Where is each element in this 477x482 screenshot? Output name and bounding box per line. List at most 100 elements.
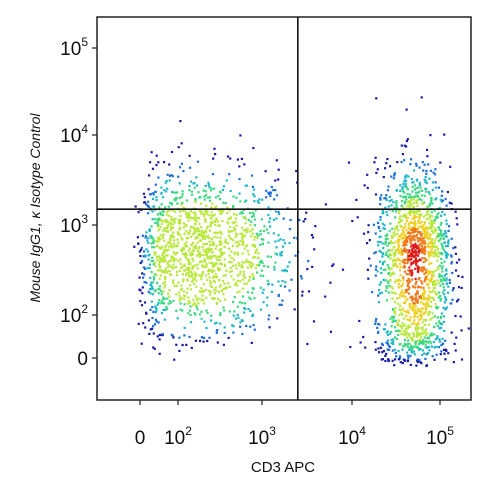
- event-dot: [409, 201, 412, 204]
- event-dot: [402, 183, 405, 186]
- event-dot: [424, 357, 427, 360]
- event-dot: [237, 279, 240, 282]
- event-dot: [428, 290, 431, 293]
- event-dot: [388, 230, 391, 233]
- event-dot: [445, 279, 448, 282]
- event-dot: [143, 273, 146, 276]
- event-dot: [195, 184, 199, 187]
- event-dot: [405, 228, 408, 232]
- event-dot: [253, 328, 256, 331]
- event-dot: [202, 189, 205, 192]
- event-dot: [170, 215, 173, 218]
- event-dot: [415, 215, 418, 218]
- event-dot: [167, 205, 170, 208]
- event-dot: [204, 243, 207, 246]
- event-dot: [427, 305, 430, 308]
- event-dot: [222, 343, 225, 346]
- event-dot: [180, 203, 183, 206]
- event-dot: [439, 278, 443, 281]
- event-dot: [379, 216, 382, 219]
- event-dot: [157, 223, 160, 226]
- event-dot: [205, 250, 208, 253]
- event-dot: [162, 296, 165, 299]
- event-dot: [430, 248, 433, 251]
- event-dot: [424, 323, 427, 326]
- event-dot: [168, 174, 172, 177]
- event-dot: [143, 201, 146, 204]
- event-dot: [182, 252, 185, 255]
- event-dot: [440, 194, 443, 197]
- event-dot: [241, 278, 245, 281]
- event-dot: [180, 297, 183, 300]
- event-dot: [241, 243, 244, 246]
- event-dot: [165, 244, 168, 247]
- event-dot: [152, 193, 155, 196]
- event-dot: [212, 242, 215, 245]
- event-dot: [253, 245, 256, 248]
- event-dot: [259, 243, 262, 246]
- event-dot: [279, 284, 282, 287]
- event-dot: [209, 319, 213, 322]
- event-dot: [414, 294, 417, 297]
- event-dot: [414, 345, 417, 348]
- event-dot: [192, 249, 195, 252]
- event-dot: [169, 228, 173, 231]
- event-dot: [458, 258, 461, 261]
- event-dot: [407, 339, 410, 342]
- event-dot: [431, 189, 434, 192]
- event-dot: [421, 245, 424, 248]
- event-dot: [408, 196, 411, 199]
- event-dot: [168, 245, 171, 248]
- event-dot: [441, 282, 445, 286]
- event-dot: [395, 204, 398, 207]
- event-dot: [413, 206, 416, 209]
- event-dot: [232, 278, 235, 281]
- event-dot: [257, 252, 260, 255]
- event-dot: [250, 261, 253, 264]
- event-dot: [427, 294, 430, 297]
- event-dot: [400, 234, 403, 237]
- event-dot: [137, 242, 140, 245]
- event-dot: [154, 311, 157, 314]
- event-dot: [196, 308, 199, 311]
- event-dot: [439, 232, 442, 235]
- event-dot: [223, 251, 226, 254]
- event-dot: [422, 286, 425, 289]
- event-dot: [399, 224, 402, 227]
- event-dot: [166, 220, 169, 223]
- event-dot: [439, 297, 442, 300]
- event-dot: [147, 319, 150, 322]
- event-dot: [406, 351, 409, 354]
- event-dot: [395, 200, 398, 203]
- event-dot: [256, 234, 260, 237]
- event-dot: [420, 238, 423, 241]
- event-dot: [432, 287, 435, 290]
- event-dot: [444, 232, 448, 235]
- event-dot: [406, 188, 409, 191]
- event-dot: [405, 291, 408, 294]
- event-dot: [228, 225, 232, 229]
- event-dot: [217, 290, 221, 294]
- event-dot: [203, 198, 206, 201]
- event-dot: [288, 261, 291, 264]
- event-dot: [404, 196, 407, 199]
- event-dot: [149, 276, 152, 279]
- event-dot: [195, 236, 198, 239]
- event-dot: [397, 241, 400, 244]
- event-dot: [424, 235, 427, 238]
- event-dot: [391, 242, 394, 245]
- event-dot: [274, 240, 277, 243]
- event-dot: [415, 329, 418, 332]
- event-dot: [408, 204, 411, 207]
- event-dot: [432, 298, 436, 302]
- event-dot: [414, 249, 417, 252]
- event-dot: [219, 247, 223, 251]
- event-dot: [436, 232, 439, 235]
- event-dot: [253, 195, 256, 198]
- event-dot: [399, 194, 402, 198]
- event-dot: [450, 261, 454, 264]
- event-dot: [241, 240, 244, 243]
- event-dot: [427, 278, 430, 281]
- event-dot: [430, 277, 433, 281]
- event-dot: [382, 227, 385, 230]
